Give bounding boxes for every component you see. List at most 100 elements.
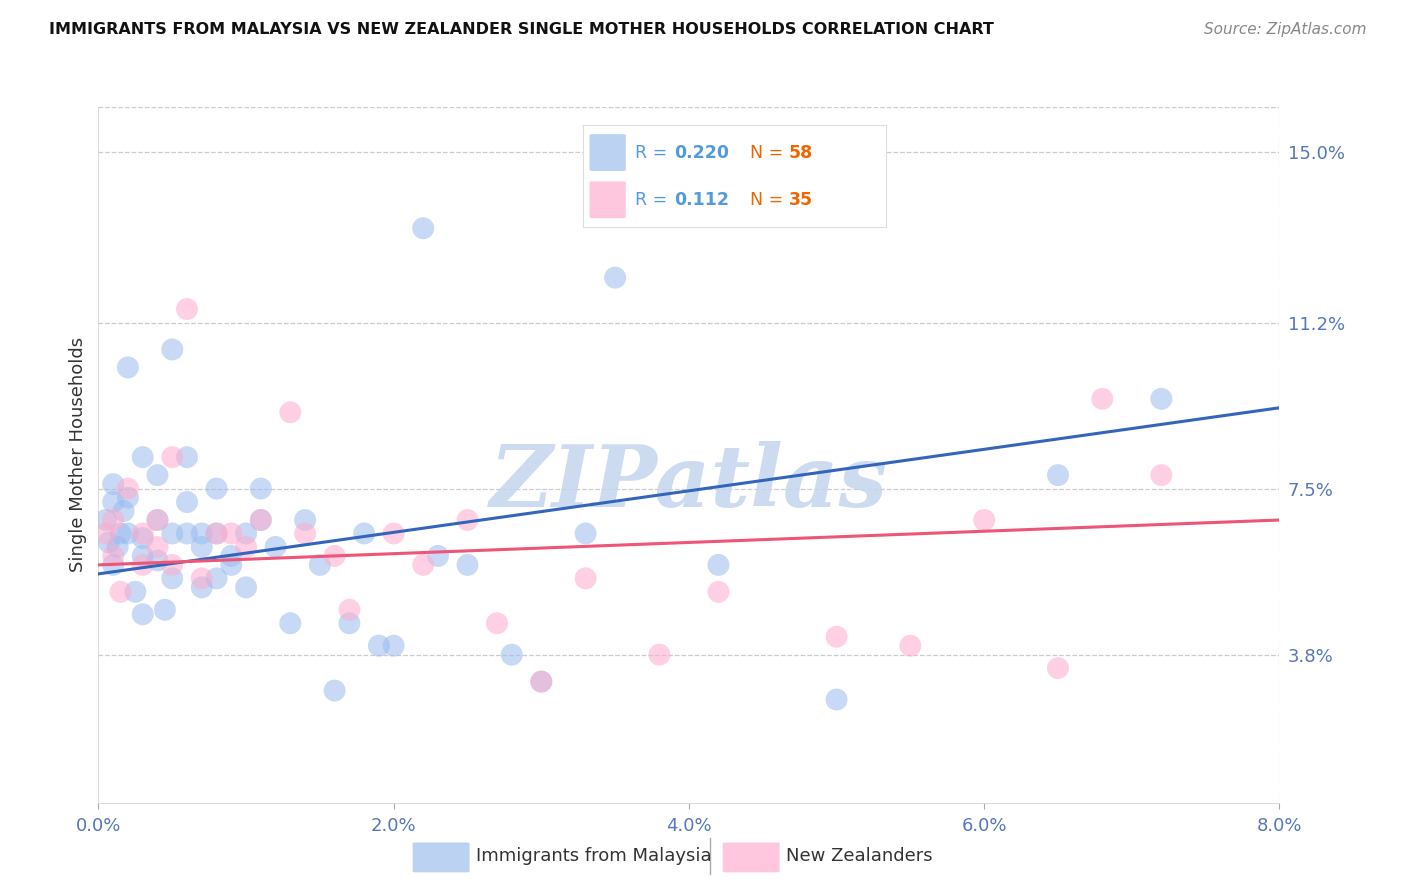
Text: Source: ZipAtlas.com: Source: ZipAtlas.com <box>1204 22 1367 37</box>
Point <box>574 526 596 541</box>
Text: Immigrants from Malaysia: Immigrants from Malaysia <box>475 847 711 865</box>
Point <box>308 558 332 572</box>
Point <box>117 482 139 496</box>
Point <box>103 549 125 563</box>
Point <box>112 504 135 518</box>
Point <box>501 648 523 662</box>
Point <box>117 526 139 541</box>
Point <box>250 482 273 496</box>
Point <box>1150 468 1173 483</box>
Text: R =: R = <box>636 144 672 161</box>
Point <box>353 526 375 541</box>
Text: R =: R = <box>636 191 678 209</box>
FancyBboxPatch shape <box>723 842 779 872</box>
Point <box>146 513 169 527</box>
Point <box>94 513 117 527</box>
Point <box>162 526 183 541</box>
Point <box>1046 468 1069 483</box>
Point <box>162 571 183 585</box>
Point <box>337 603 360 617</box>
Point <box>382 526 405 541</box>
Point <box>103 558 125 572</box>
Point <box>382 639 405 653</box>
Point <box>485 616 508 631</box>
Y-axis label: Single Mother Households: Single Mother Households <box>69 337 87 573</box>
Text: ZIPatlas: ZIPatlas <box>489 441 889 524</box>
Point <box>132 607 155 622</box>
Point <box>110 584 132 599</box>
Point <box>191 571 214 585</box>
Point <box>456 513 478 527</box>
Point <box>146 513 169 527</box>
Point <box>117 360 139 375</box>
Point <box>530 674 553 689</box>
Point <box>235 580 257 594</box>
Point <box>278 616 302 631</box>
Point <box>205 526 228 541</box>
Point <box>605 270 627 285</box>
Text: N =: N = <box>749 191 789 209</box>
Point <box>94 526 117 541</box>
Point <box>153 603 176 617</box>
FancyBboxPatch shape <box>589 134 626 171</box>
Point <box>294 526 316 541</box>
Point <box>219 558 242 572</box>
Point <box>707 584 730 599</box>
Point <box>973 513 995 527</box>
Point <box>191 526 214 541</box>
Point <box>337 616 360 631</box>
Point <box>219 549 242 563</box>
Point <box>176 495 198 509</box>
Point <box>103 513 125 527</box>
Point <box>191 580 214 594</box>
Point <box>205 526 228 541</box>
Point <box>176 301 198 316</box>
Point <box>132 526 155 541</box>
Point <box>323 549 346 563</box>
Point <box>110 526 132 541</box>
Point <box>825 692 848 706</box>
Point <box>103 495 125 509</box>
Point <box>124 584 146 599</box>
Point <box>235 526 257 541</box>
Point <box>132 450 155 465</box>
Point <box>367 639 389 653</box>
Point <box>456 558 478 572</box>
Point <box>900 639 922 653</box>
Point <box>825 630 848 644</box>
Text: 0.112: 0.112 <box>675 191 730 209</box>
FancyBboxPatch shape <box>413 842 470 872</box>
Point <box>426 549 449 563</box>
FancyBboxPatch shape <box>589 181 626 219</box>
Text: 58: 58 <box>789 144 813 161</box>
Text: IMMIGRANTS FROM MALAYSIA VS NEW ZEALANDER SINGLE MOTHER HOUSEHOLDS CORRELATION C: IMMIGRANTS FROM MALAYSIA VS NEW ZEALANDE… <box>49 22 994 37</box>
Point <box>176 526 198 541</box>
Point <box>707 558 730 572</box>
Point <box>191 540 214 554</box>
Point <box>412 221 434 235</box>
Point <box>278 405 302 419</box>
Point <box>264 540 287 554</box>
Point <box>219 526 242 541</box>
Point <box>176 450 198 465</box>
Point <box>103 477 125 491</box>
Text: N =: N = <box>749 144 789 161</box>
Point <box>162 450 183 465</box>
Point <box>574 571 596 585</box>
Point <box>162 343 183 357</box>
Point <box>205 571 228 585</box>
Point <box>132 558 155 572</box>
Text: 35: 35 <box>789 191 813 209</box>
Point <box>132 531 155 545</box>
Text: 0.220: 0.220 <box>675 144 730 161</box>
Point <box>146 540 169 554</box>
Point <box>250 513 273 527</box>
Point <box>97 535 120 549</box>
Point <box>205 482 228 496</box>
Point <box>162 558 183 572</box>
Point <box>530 674 553 689</box>
Point <box>250 513 273 527</box>
Point <box>412 558 434 572</box>
Point <box>1046 661 1069 675</box>
Text: New Zealanders: New Zealanders <box>786 847 932 865</box>
